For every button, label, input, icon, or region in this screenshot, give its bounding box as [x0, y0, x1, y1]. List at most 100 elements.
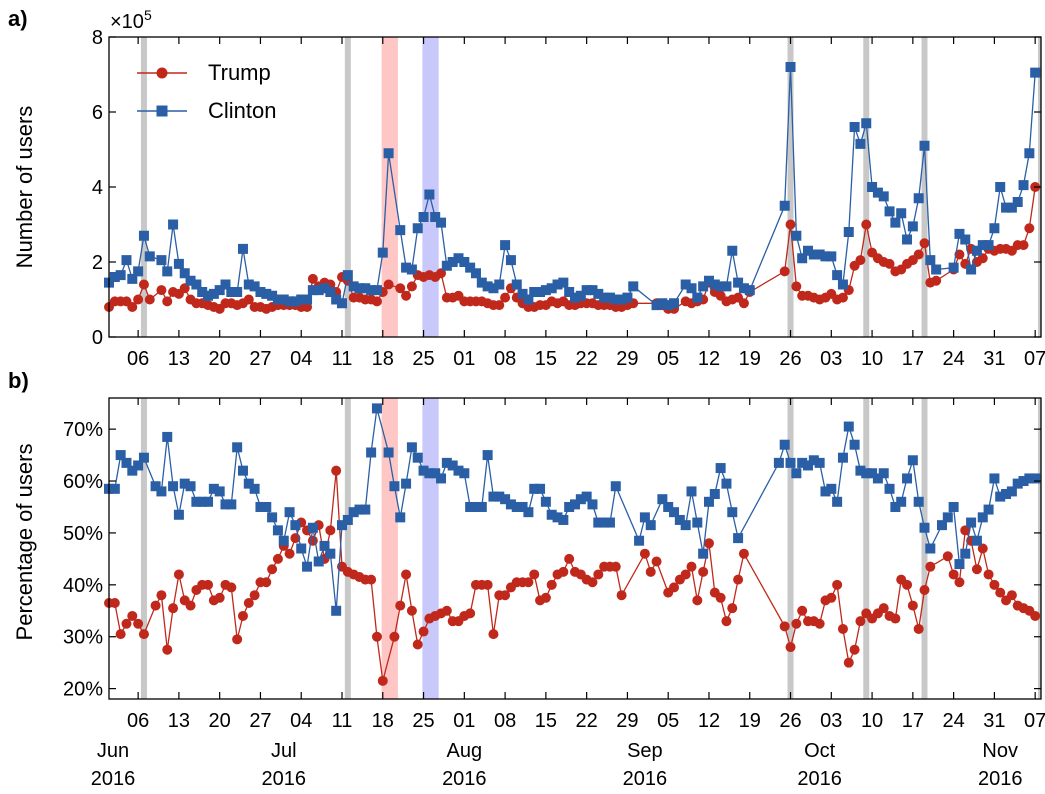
data-point-clinton	[162, 266, 173, 277]
data-point-clinton	[540, 285, 551, 296]
event-band	[1038, 398, 1041, 699]
data-point-clinton	[721, 281, 732, 292]
data-point-clinton	[191, 279, 202, 290]
x-tick-label: 27	[249, 348, 271, 370]
data-point-trump	[884, 258, 895, 269]
x-tick-label: 07	[1024, 710, 1045, 732]
month-labels: Jun 2016 Jul 2016 Aug 2016 Sep 2016 Oct 2016 Nov 20…	[91, 740, 1023, 790]
data-point-clinton	[890, 501, 901, 512]
data-point-trump	[383, 279, 394, 290]
data-point-trump	[703, 538, 714, 549]
x-tick-label: 22	[576, 348, 598, 370]
data-point-trump	[168, 603, 179, 614]
data-point-trump	[826, 592, 837, 603]
data-point-clinton	[243, 279, 254, 290]
data-point-clinton	[511, 501, 522, 512]
x-tick-label: 12	[698, 348, 720, 370]
data-point-clinton	[121, 457, 132, 468]
data-point-clinton	[785, 62, 796, 72]
data-point-clinton	[698, 548, 709, 559]
data-point-clinton	[517, 288, 528, 299]
data-point-trump	[138, 629, 149, 640]
y-tick-label: 60%	[63, 471, 103, 493]
panel-a-series	[104, 62, 1041, 314]
data-point-clinton	[890, 217, 901, 228]
data-point-trump	[610, 561, 621, 572]
data-point-clinton	[418, 465, 429, 476]
data-point-clinton	[267, 512, 278, 523]
x-tick-label: 06	[127, 710, 149, 732]
data-point-clinton	[465, 262, 476, 273]
data-point-trump	[127, 302, 138, 312]
event-band	[422, 37, 439, 337]
data-point-clinton	[872, 473, 883, 484]
data-point-trump	[902, 579, 913, 590]
data-point-clinton	[587, 285, 598, 296]
data-point-trump	[855, 255, 866, 266]
data-point-trump	[686, 561, 697, 572]
data-point-clinton	[272, 525, 283, 536]
data-point-clinton	[587, 499, 598, 510]
data-point-trump	[814, 618, 825, 629]
data-point-clinton	[971, 535, 982, 546]
data-point-clinton	[197, 496, 208, 507]
x-tick-label: 11	[332, 710, 353, 732]
data-point-clinton	[109, 483, 120, 494]
x-tick-label: 08	[494, 710, 516, 732]
data-point-trump	[109, 597, 120, 608]
data-point-clinton	[657, 298, 668, 309]
data-point-clinton	[867, 182, 878, 192]
data-point-clinton	[237, 465, 248, 476]
data-point-trump	[284, 548, 295, 559]
data-point-clinton	[232, 442, 243, 453]
legend-clinton-label: Clinton	[208, 98, 276, 123]
data-point-clinton	[459, 468, 470, 479]
year-label: 2016	[91, 768, 136, 790]
data-point-clinton	[482, 450, 493, 461]
data-point-clinton	[826, 483, 837, 494]
data-point-clinton	[1030, 67, 1041, 78]
data-point-trump	[832, 579, 843, 590]
data-point-clinton	[313, 556, 324, 567]
data-point-trump	[412, 639, 423, 650]
data-point-clinton	[261, 288, 272, 299]
data-point-trump	[861, 219, 872, 230]
data-point-clinton	[867, 468, 878, 479]
data-point-clinton	[575, 494, 586, 505]
data-point-clinton	[931, 264, 942, 275]
data-point-clinton	[360, 283, 371, 294]
data-point-clinton	[505, 499, 516, 510]
data-point-clinton	[744, 285, 755, 296]
data-point-clinton	[604, 517, 615, 528]
data-point-clinton	[307, 285, 318, 296]
data-point-clinton	[203, 290, 214, 301]
data-point-trump	[669, 582, 680, 593]
data-point-trump	[267, 564, 278, 575]
data-point-clinton	[232, 287, 243, 297]
data-point-clinton	[715, 281, 726, 292]
data-point-clinton	[214, 285, 225, 296]
data-point-trump	[843, 657, 854, 668]
data-point-clinton	[639, 512, 650, 523]
data-point-clinton	[593, 517, 604, 528]
year-label: 2016	[797, 768, 842, 790]
data-point-clinton	[366, 447, 377, 458]
x-tick-label: 18	[372, 348, 394, 370]
x-tick-label: 31	[983, 348, 1005, 370]
data-point-clinton	[115, 270, 126, 281]
data-point-trump	[529, 569, 540, 580]
data-point-clinton	[581, 491, 592, 502]
year-label: 2016	[442, 768, 487, 790]
data-point-clinton	[855, 465, 866, 476]
data-point-clinton	[808, 455, 819, 466]
data-point-clinton	[284, 296, 295, 307]
x-tick-label: 08	[494, 348, 516, 370]
data-point-trump	[919, 585, 930, 596]
data-point-clinton	[884, 483, 895, 494]
data-point-trump	[115, 629, 126, 640]
data-point-trump	[540, 592, 551, 603]
data-point-clinton	[779, 439, 790, 450]
data-point-clinton	[500, 240, 511, 251]
data-point-clinton	[418, 212, 429, 222]
x-tick-label: 26	[779, 348, 801, 370]
